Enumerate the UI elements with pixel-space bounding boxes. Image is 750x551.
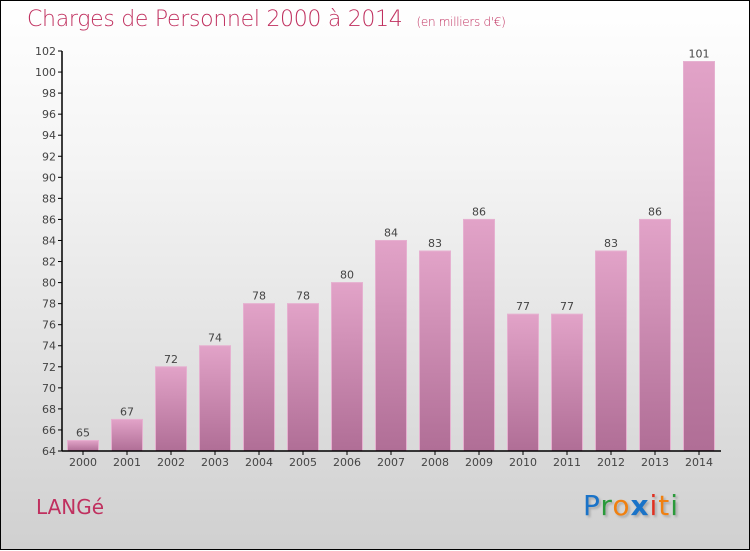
- bar-value-label: 80: [340, 269, 354, 282]
- y-tick-label: 94: [42, 129, 56, 142]
- bar-value-label: 72: [164, 353, 178, 366]
- y-tick-label: 98: [42, 87, 56, 100]
- bar: [463, 218, 495, 452]
- bar: [507, 313, 539, 452]
- y-tick-label: 78: [42, 298, 56, 311]
- y-tick-label: 92: [42, 150, 56, 163]
- bar-value-label: 65: [76, 426, 90, 439]
- bar-value-label: 74: [208, 332, 222, 345]
- bar: [111, 418, 143, 452]
- y-tick-label: 64: [42, 445, 56, 458]
- y-tick-label: 88: [42, 192, 56, 205]
- y-tick-label: 76: [42, 319, 56, 332]
- x-tick-label: 2006: [333, 456, 361, 469]
- y-tick-label: 100: [35, 66, 56, 79]
- y-tick-label: 84: [42, 234, 56, 247]
- x-tick-label: 2012: [597, 456, 625, 469]
- bar-value-label: 83: [604, 237, 618, 250]
- title-text: Charges de Personnel 2000 à 2014: [27, 7, 403, 32]
- bar-value-label: 86: [648, 205, 662, 218]
- x-tick-label: 2005: [289, 456, 317, 469]
- y-tick-label: 74: [42, 340, 56, 353]
- bar-value-label: 83: [428, 237, 442, 250]
- bar: [375, 239, 407, 452]
- bar: [243, 303, 275, 452]
- y-tick-label: 86: [42, 213, 56, 226]
- x-tick-label: 2000: [69, 456, 97, 469]
- bar-value-label: 77: [516, 300, 530, 313]
- x-tick-label: 2001: [113, 456, 141, 469]
- x-tick-label: 2003: [201, 456, 229, 469]
- x-tick-label: 2007: [377, 456, 405, 469]
- y-tick-label: 66: [42, 424, 56, 437]
- bar: [287, 303, 319, 452]
- bar: [595, 250, 627, 452]
- bar: [551, 313, 583, 452]
- x-tick-label: 2009: [465, 456, 493, 469]
- x-tick-label: 2010: [509, 456, 537, 469]
- bar-value-label: 78: [252, 290, 266, 303]
- bar-value-label: 77: [560, 300, 574, 313]
- chart-title: Charges de Personnel 2000 à 2014 (en mill…: [27, 7, 506, 32]
- bar: [67, 439, 99, 452]
- bar: [331, 282, 363, 452]
- y-tick-label: 70: [42, 382, 56, 395]
- y-tick-label: 68: [42, 403, 56, 416]
- x-tick-label: 2011: [553, 456, 581, 469]
- bar: [683, 61, 715, 452]
- y-tick-label: 90: [42, 171, 56, 184]
- x-tick-label: 2004: [245, 456, 273, 469]
- x-tick-label: 2014: [685, 456, 713, 469]
- y-tick-label: 96: [42, 108, 56, 121]
- y-tick-label: 82: [42, 256, 56, 269]
- x-tick-label: 2008: [421, 456, 449, 469]
- chart-subtitle: (en milliers d'€): [416, 15, 506, 29]
- bar-value-label: 86: [472, 205, 486, 218]
- town-name: LANGé: [36, 495, 105, 519]
- bar-value-label: 101: [689, 48, 710, 61]
- bar: [155, 366, 187, 452]
- x-tick-label: 2013: [641, 456, 669, 469]
- y-tick-label: 72: [42, 361, 56, 374]
- x-tick-label: 2002: [157, 456, 185, 469]
- y-tick-label: 80: [42, 277, 56, 290]
- bar: [199, 345, 231, 452]
- bar-value-label: 78: [296, 290, 310, 303]
- proxiti-logo: Proxiti: [583, 489, 680, 522]
- bar-value-label: 67: [120, 405, 134, 418]
- y-tick-label: 102: [35, 45, 56, 58]
- bar: [639, 218, 671, 452]
- bar-value-label: 84: [384, 226, 398, 239]
- bar: [419, 250, 451, 452]
